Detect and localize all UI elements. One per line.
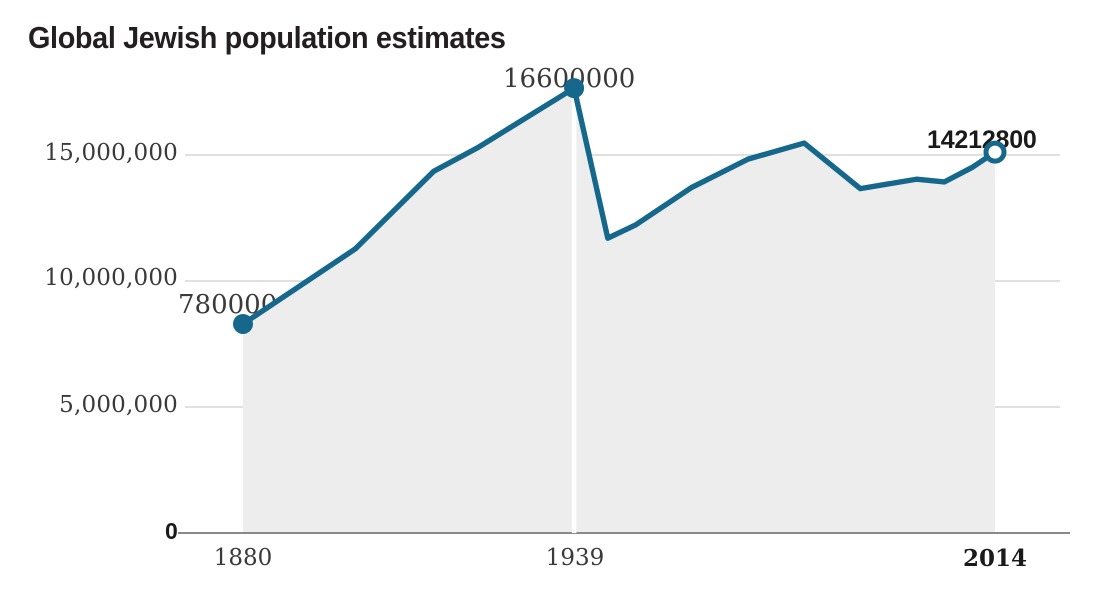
x-axis-tick-1880: 1880 bbox=[213, 545, 273, 571]
series-line bbox=[240, 85, 998, 327]
x-axis-tick-2014: 2014 bbox=[962, 545, 1027, 572]
marker-end-open-circle bbox=[983, 140, 1007, 164]
y-axis-tick-10000000: 10,000,000 bbox=[44, 265, 178, 291]
annotation-end-value: 14212800 bbox=[927, 126, 1037, 154]
page-title: Global Jewish population estimates bbox=[28, 20, 506, 55]
marker-peak-filled-dot bbox=[564, 78, 585, 99]
y-axis-tick-5000000: 5,000,000 bbox=[59, 392, 178, 418]
y-axis-tick-0: 0 bbox=[165, 518, 178, 544]
area-fill bbox=[243, 88, 995, 534]
x-axis-tick-1939: 1939 bbox=[545, 545, 605, 571]
marker-start-filled-dot bbox=[233, 313, 253, 334]
y-axis-tick-15000000: 15,000,000 bbox=[44, 140, 178, 166]
